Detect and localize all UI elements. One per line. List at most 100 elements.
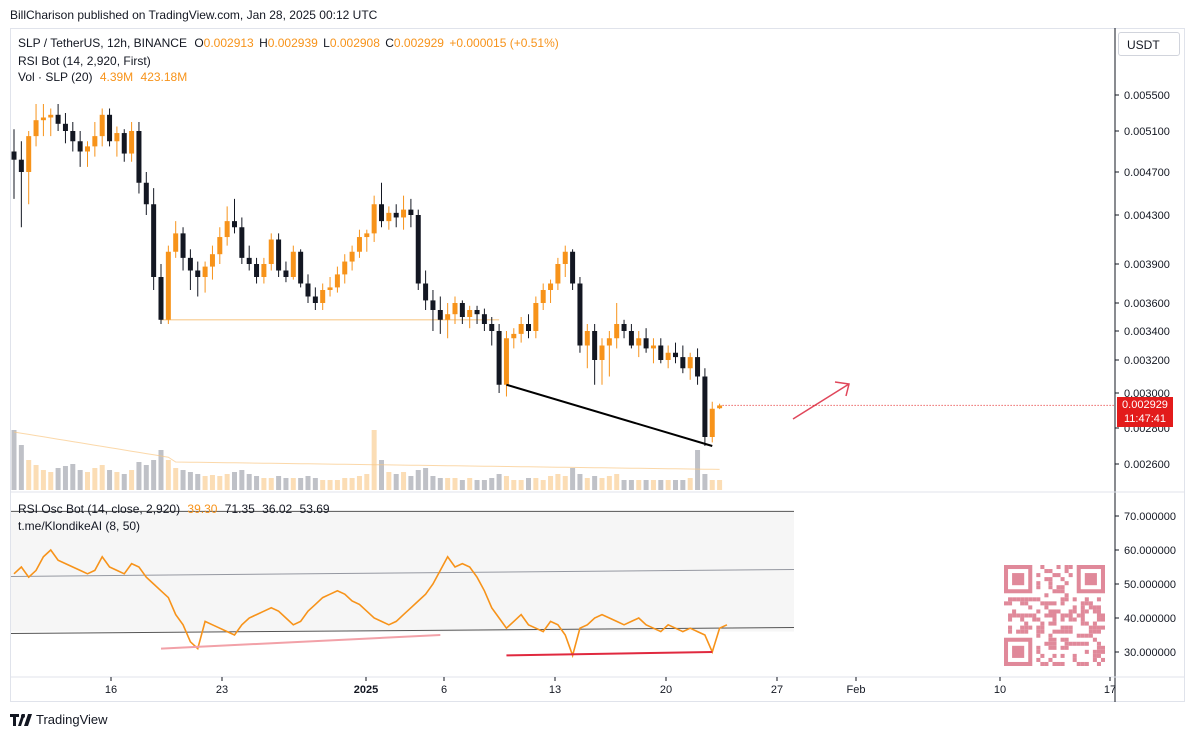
candle-body [526,324,531,331]
candle-body [643,338,649,349]
qr-module [1096,645,1101,650]
candle-body [283,270,289,277]
currency-button[interactable]: USDT [1118,32,1180,56]
time-tick-label: 17 [1104,684,1116,696]
volume-bar [55,468,61,490]
qr-module [1012,613,1017,618]
qr-module [1024,625,1029,630]
qr-module [1060,645,1065,650]
qr-module [1052,641,1057,646]
qr-module [1068,613,1073,618]
rsi-osc-value-4: 53.69 [299,502,330,516]
qr-module [1072,641,1077,646]
qr-module [1084,641,1089,646]
volume-bar [254,476,260,490]
qr-module [1084,661,1089,666]
volume-bar [283,478,289,490]
candle-body [467,310,473,317]
volume-bar [11,430,17,490]
candle-body [18,159,24,172]
current-price-value: 0.002929 [1122,399,1168,411]
volume-bar [643,480,649,490]
volume-bar [224,474,230,490]
volume-bar [342,478,348,490]
volume-bar [107,470,113,490]
qr-module [1080,617,1085,622]
current-price-tag: 0.002929 11:47:41 [1117,397,1173,427]
qr-module [1052,661,1057,666]
volume-bar [614,474,620,490]
volume-bar [555,474,561,490]
candle-body [151,204,157,277]
qr-module [1028,625,1033,630]
qr-module [1036,633,1041,638]
candle-body [158,277,164,320]
candle-body [107,114,113,142]
qr-module [1080,613,1085,618]
volume-bar [209,475,215,490]
candle-body [312,296,318,303]
rsi-tick-label: 40.000000 [1124,613,1176,625]
candle-body [680,357,686,369]
qr-module [1008,597,1013,602]
qr-module [1040,601,1045,606]
candle-body [276,239,282,271]
qr-module [1052,589,1057,594]
qr-module [1088,625,1093,630]
volume-bar [599,478,605,490]
candle-body [665,352,671,360]
qr-module [1020,601,1025,606]
volume-legend[interactable]: Vol · SLP (20) 4.39M 423.18M [18,70,187,84]
qr-module [1092,621,1097,626]
candle-body [114,133,120,142]
volume-bar [636,480,642,490]
volume-bar [415,470,421,490]
qr-module [1100,645,1105,650]
qr-module [1060,661,1065,666]
candle-body [356,237,362,252]
volume-bar [393,474,399,490]
qr-module [1072,609,1077,614]
rsi-bot-legend[interactable]: RSI Bot (14, 2,920, First) [18,54,151,68]
qr-module [1060,625,1065,630]
high-value: 0.002939 [267,36,318,50]
qr-module [1016,613,1021,618]
candle-body [239,227,245,258]
candle-body [437,310,443,320]
qr-module [1068,565,1073,570]
candle-body [628,331,634,346]
candle-body [254,264,260,277]
volume-bar [533,478,539,490]
klondike-legend[interactable]: t.me/KlondikeAI (8, 50) [18,519,141,533]
candle-body [577,283,583,346]
qr-module [1096,613,1101,618]
candle-body [599,345,605,360]
price-tick-label: 0.003600 [1124,298,1170,310]
qr-module [1008,613,1013,618]
candle-body [415,215,421,284]
volume-bar [268,478,274,490]
qr-module [1056,629,1061,634]
candle-body [379,204,384,222]
volume-bar [334,480,340,490]
time-tick-label: 6 [441,684,447,696]
qr-module [1012,597,1017,602]
qr-module [1096,625,1101,630]
rsi-line [13,548,728,659]
candle-countdown: 11:47:41 [1123,413,1166,425]
volume-bar [85,472,90,490]
symbol-label[interactable]: SLP / TetherUS, 12h, BINANCE [18,36,187,50]
tradingview-logo[interactable]: TradingView [10,712,108,727]
candle-body [180,233,186,258]
volume-bar [320,480,326,490]
volume-bar [437,478,443,490]
volume-bar [511,480,517,490]
qr-module [1084,621,1089,626]
qr-finder-core [1084,573,1097,586]
rsi-osc-legend[interactable]: RSI Osc Bot (14, close, 2,920) 39.30 71.… [18,502,330,516]
rsi-middle-line [10,568,795,577]
published-line: BillCharison published on TradingView.co… [10,8,378,22]
qr-module [1020,629,1025,634]
qr-module [1064,597,1069,602]
